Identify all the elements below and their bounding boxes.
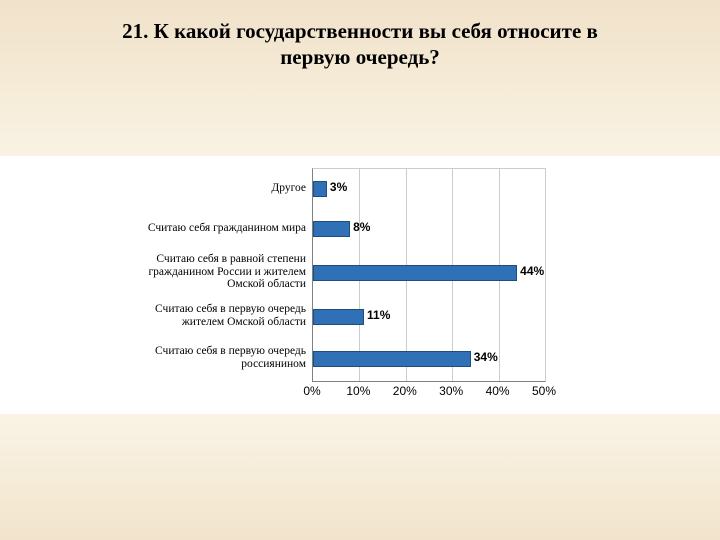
gridline <box>545 169 546 381</box>
bar-value-label: 44% <box>520 264 544 278</box>
x-tick-label: 20% <box>393 384 417 398</box>
bar-value-label: 34% <box>474 350 498 364</box>
x-tick-label: 50% <box>532 384 556 398</box>
x-tick-label: 10% <box>346 384 370 398</box>
category-label: Считаю себя в равной степени гражданином… <box>116 253 306 292</box>
bar-value-label: 8% <box>353 220 370 234</box>
category-label: Считаю себя в первую очередь жителем Омс… <box>116 303 306 329</box>
bar <box>313 181 327 197</box>
bar-value-label: 3% <box>330 180 347 194</box>
x-tick-label: 40% <box>486 384 510 398</box>
bar <box>313 221 350 237</box>
x-tick-label: 30% <box>439 384 463 398</box>
x-tick-label: 0% <box>303 384 320 398</box>
category-label: Другое <box>116 182 306 195</box>
chart-plot-area <box>312 168 546 382</box>
bar-value-label: 11% <box>367 308 390 322</box>
bar <box>313 309 364 325</box>
category-label: Считаю себя гражданином мира <box>116 222 306 235</box>
bar <box>313 265 517 281</box>
bar <box>313 351 471 367</box>
slide-title: 21. К какой государственности вы себя от… <box>0 0 720 71</box>
category-label: Считаю себя в первую очередь россиянином <box>116 345 306 371</box>
